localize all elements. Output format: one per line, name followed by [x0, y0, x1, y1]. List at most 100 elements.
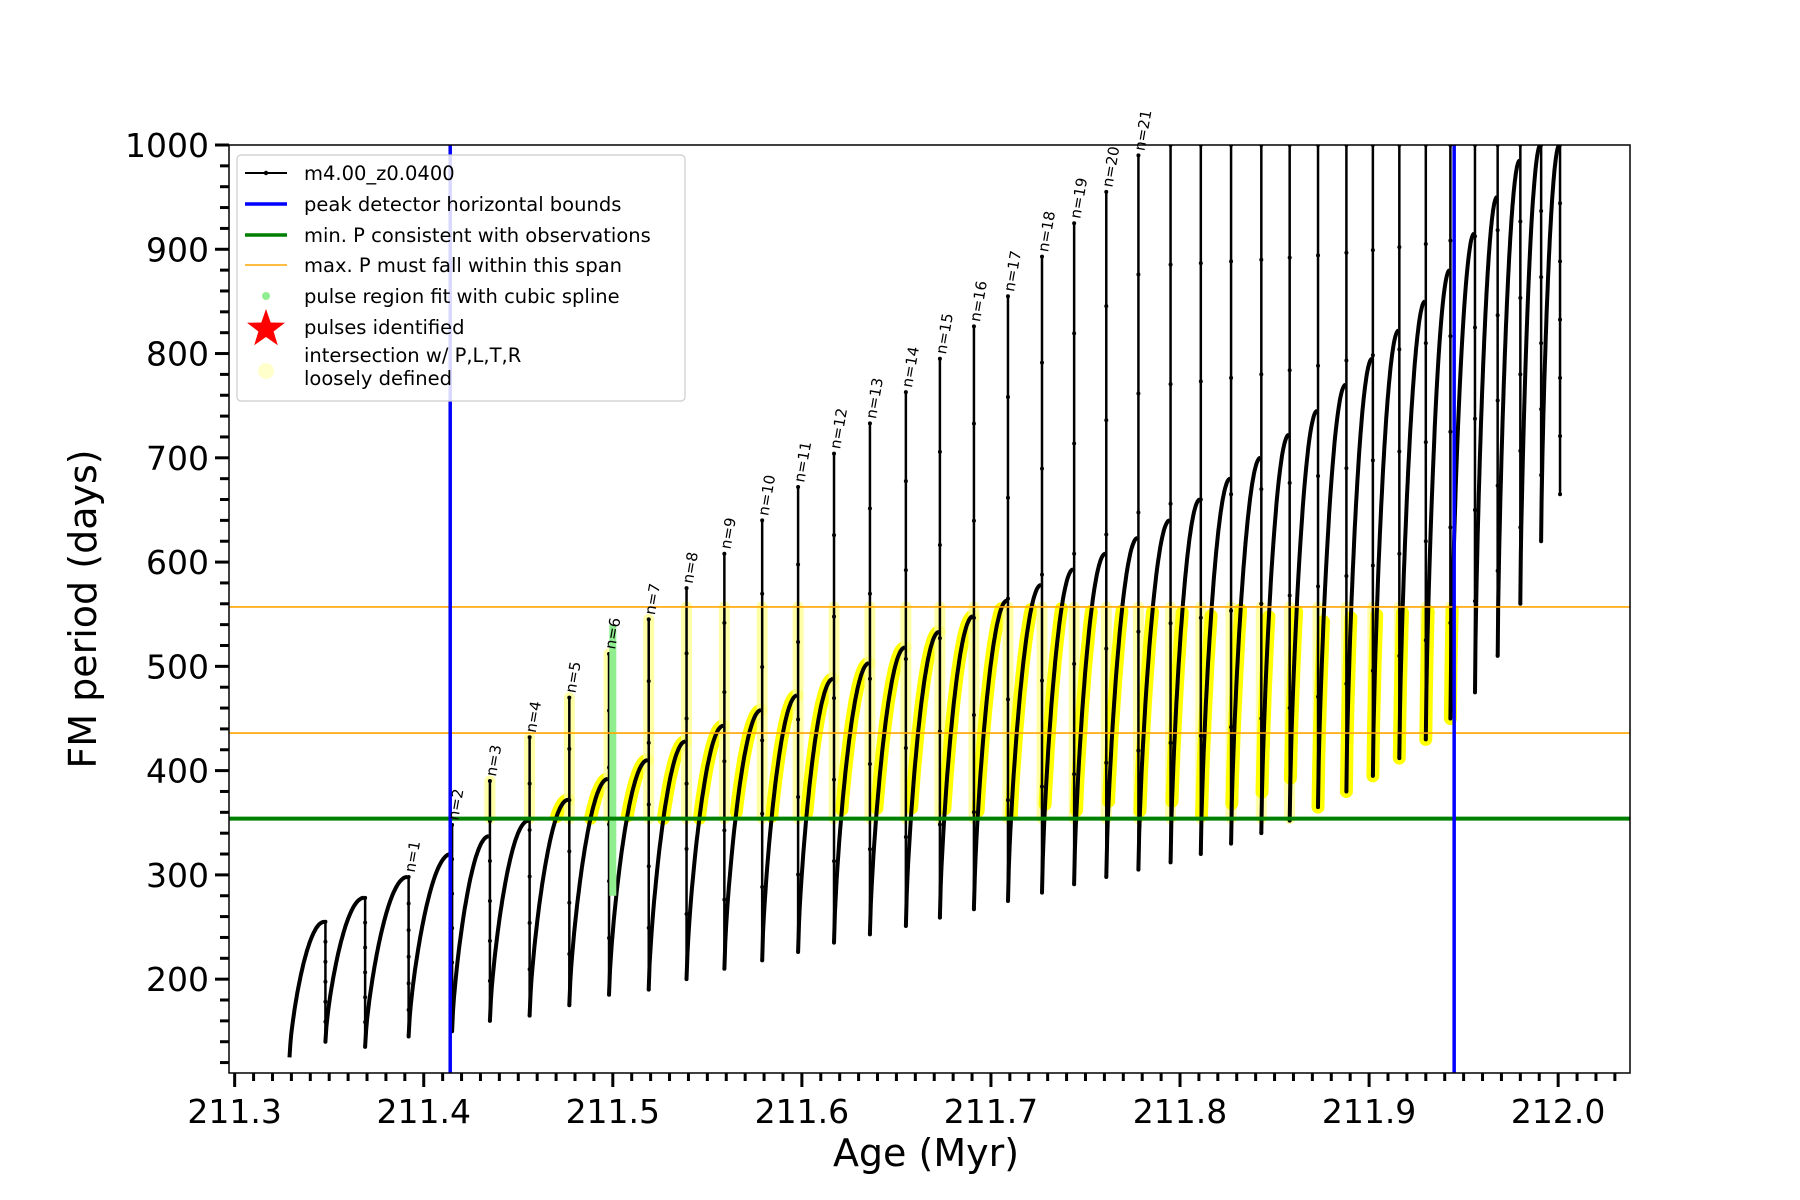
- period-point: [1370, 248, 1375, 253]
- period-point: [1039, 784, 1044, 789]
- period-point: [867, 847, 872, 852]
- period-curve: [487, 818, 529, 1021]
- period-point: [567, 695, 572, 700]
- period-curve: [406, 852, 451, 1037]
- period-point: [1104, 304, 1109, 309]
- period-point: [487, 779, 492, 784]
- y-axis: 200 300 400 500 600 700 800 900 1000: [125, 126, 229, 1065]
- period-point: [832, 696, 837, 701]
- period-point: [406, 954, 411, 959]
- period-point: [646, 802, 651, 807]
- period-point: [971, 810, 976, 815]
- period-point: [1344, 250, 1349, 255]
- period-point: [1229, 259, 1234, 264]
- period-point: [1168, 262, 1173, 267]
- period-curve: [607, 758, 648, 995]
- period-point: [406, 928, 411, 933]
- period-point: [1198, 733, 1203, 738]
- period-point: [1229, 725, 1234, 730]
- period-point: [867, 762, 872, 767]
- period-point: [1229, 375, 1234, 380]
- period-point: [1518, 372, 1523, 377]
- pulse-label: n=2: [444, 787, 467, 821]
- period-point: [1168, 501, 1173, 506]
- pulse-label: n=14: [898, 345, 923, 389]
- period-curve: [1229, 455, 1261, 844]
- period-point: [1039, 572, 1044, 577]
- pulse-label: n=5: [562, 660, 585, 694]
- period-point: [1136, 510, 1141, 515]
- y-tick-label: 900: [146, 230, 209, 269]
- period-point: [1423, 440, 1428, 445]
- legend-entry: min. P consistent with observations: [245, 224, 651, 247]
- period-point: [1259, 372, 1264, 377]
- y-axis-label: FM period (days): [61, 449, 105, 768]
- period-point: [1039, 360, 1044, 365]
- legend-label: max. P must fall within this span: [304, 254, 622, 277]
- period-point: [363, 945, 368, 950]
- legend-label: min. P consistent with observations: [304, 224, 651, 247]
- period-point: [1448, 429, 1453, 434]
- period-point: [1370, 353, 1375, 358]
- period-point: [1370, 458, 1375, 463]
- period-point: [1397, 449, 1402, 454]
- period-point: [1495, 398, 1500, 403]
- x-axis-label: Age (Myr): [833, 1131, 1019, 1175]
- period-point: [1472, 416, 1477, 421]
- period-point: [527, 874, 532, 879]
- period-point: [1370, 563, 1375, 568]
- legend-label: pulses identified: [304, 316, 465, 339]
- period-point: [607, 935, 612, 940]
- period-point: [363, 970, 368, 975]
- legend-entry: peak detector horizontal bounds: [245, 193, 621, 216]
- period-point: [903, 657, 908, 662]
- period-curve: [1539, 145, 1561, 542]
- period-curve: [1495, 158, 1521, 656]
- period-point: [867, 591, 872, 596]
- period-point: [1539, 341, 1544, 346]
- period-point: [527, 781, 532, 786]
- period-point: [1136, 153, 1141, 158]
- period-point: [1495, 483, 1500, 488]
- period-point: [1472, 507, 1477, 512]
- period-point: [1104, 646, 1109, 651]
- period-point: [1448, 525, 1453, 530]
- period-curve: [1287, 408, 1318, 821]
- pulse-label: n=20: [1098, 145, 1123, 189]
- period-curve: [1006, 583, 1042, 902]
- period-point: [796, 562, 801, 567]
- period-point: [1136, 748, 1141, 753]
- legend-swatch-dot: [263, 170, 269, 176]
- period-curve: [937, 614, 974, 918]
- period-point: [527, 828, 532, 833]
- period-point: [760, 885, 765, 890]
- period-point: [832, 451, 837, 456]
- pulse-label: n=12: [826, 407, 851, 451]
- period-point: [722, 551, 727, 556]
- period-point: [646, 925, 651, 930]
- x-tick-label: 211.7: [944, 1092, 1038, 1131]
- period-point: [1168, 382, 1173, 387]
- period-point: [971, 615, 976, 620]
- period-point: [796, 640, 801, 645]
- legend-entry: pulse region fit with cubic spline: [262, 285, 620, 308]
- period-point: [1448, 238, 1453, 243]
- period-point: [684, 586, 689, 591]
- period-series-layer: [287, 145, 1563, 1058]
- period-point: [1168, 621, 1173, 626]
- x-tick-label: 211.6: [755, 1092, 849, 1131]
- pulse-label: n=4: [522, 700, 545, 734]
- period-point: [684, 716, 689, 721]
- period-point: [1316, 253, 1321, 258]
- x-tick-label: 211.9: [1322, 1092, 1416, 1131]
- period-point: [971, 324, 976, 329]
- period-point: [1005, 697, 1010, 702]
- pulse-label: n=13: [862, 376, 887, 420]
- period-point: [1287, 255, 1292, 260]
- period-curve: [1316, 382, 1347, 808]
- period-point: [1558, 492, 1563, 497]
- legend-swatch-star: [247, 309, 285, 346]
- period-curve: [684, 723, 724, 980]
- period-point: [1039, 466, 1044, 471]
